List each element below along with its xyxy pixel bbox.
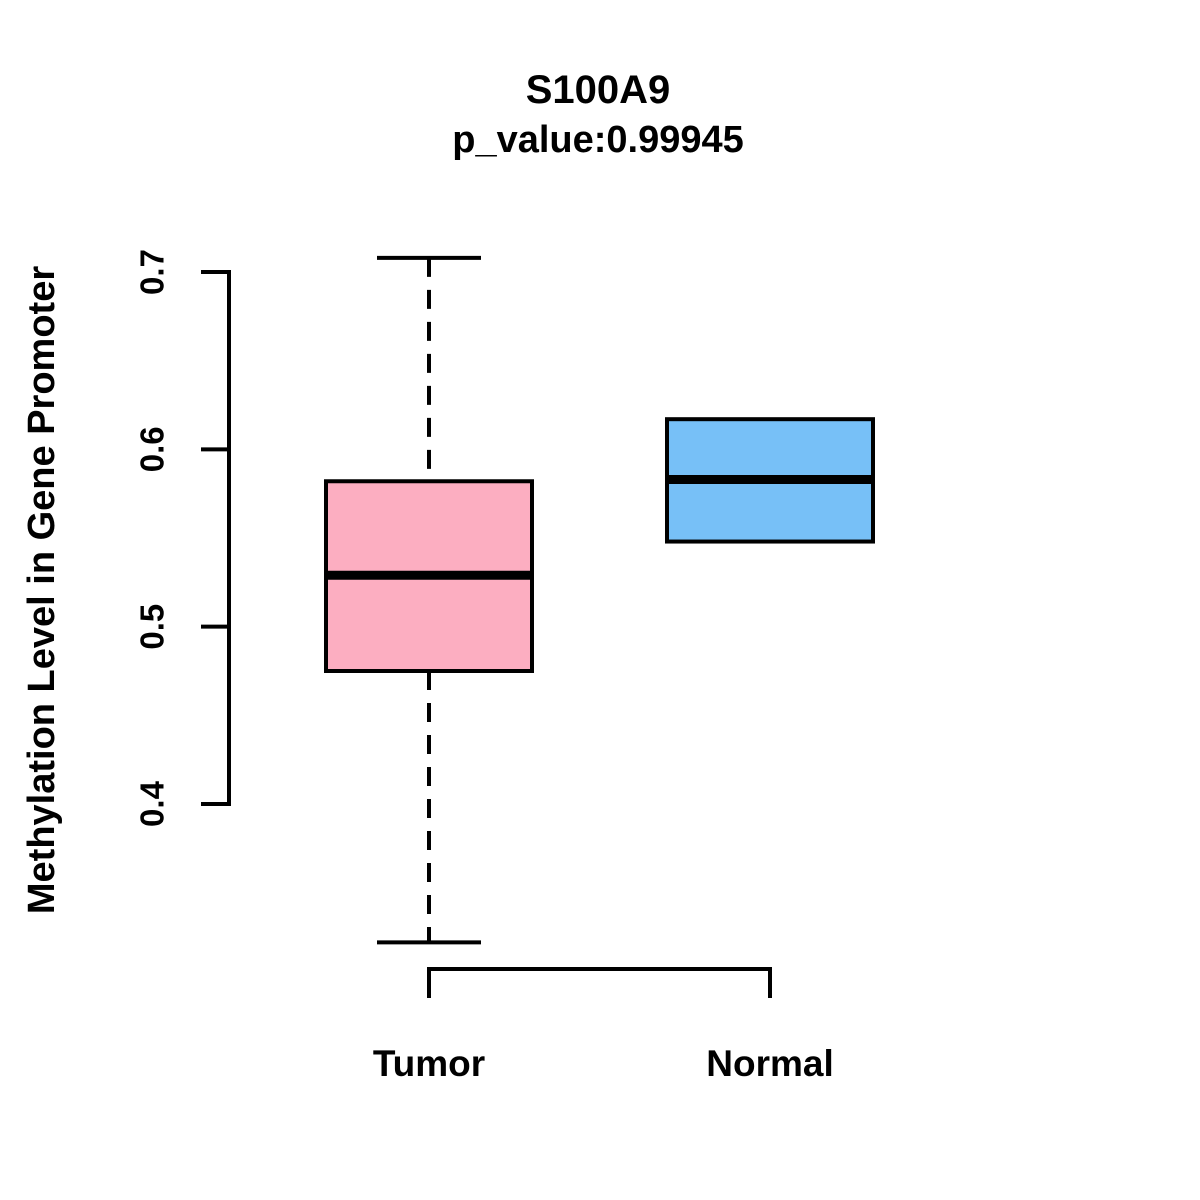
chart-title: S100A9 — [526, 68, 671, 112]
y-axis-tick-label: 0.6 — [134, 426, 171, 472]
chart-subtitle: p_value:0.99945 — [452, 119, 744, 161]
plot-layer: 0.4 0.5 0.6 0.7 Tumor Normal — [134, 249, 875, 1084]
y-axis-tick-label: 0.5 — [134, 604, 171, 650]
y-axis-label: Methylation Level in Gene Promoter — [21, 266, 63, 914]
y-axis-tick-label: 0.7 — [134, 249, 171, 295]
x-axis-label-normal: Normal — [706, 1043, 833, 1084]
x-axis-label-tumor: Tumor — [373, 1043, 485, 1084]
x-axis-bracket — [427, 967, 772, 998]
y-axis-tick-label: 0.4 — [134, 780, 171, 827]
